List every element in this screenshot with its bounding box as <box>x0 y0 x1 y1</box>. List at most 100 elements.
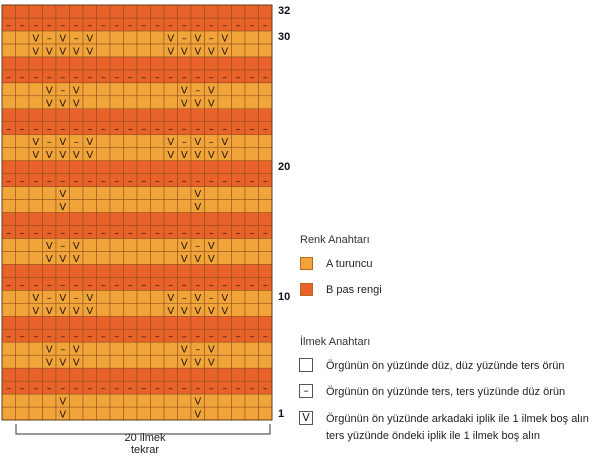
chart-cell <box>96 147 111 161</box>
chart-cell <box>258 134 273 148</box>
slip-stitch-mark: V <box>86 306 93 317</box>
chart-cell <box>96 406 111 421</box>
purl-stitch-mark: – <box>47 280 52 291</box>
purl-stitch-mark: – <box>128 332 133 343</box>
purl-stitch-mark: – <box>87 384 92 395</box>
chart-cell <box>177 406 192 421</box>
purl-symbol-icon: – <box>299 384 313 398</box>
purl-stitch-mark: – <box>60 384 65 395</box>
chart-cell <box>82 160 97 174</box>
chart-cell <box>244 30 259 45</box>
chart-cell <box>136 56 151 71</box>
slip-stitch-mark: V <box>73 98 80 109</box>
slip-stitch-mark: V <box>181 306 188 317</box>
purl-stitch-mark: – <box>249 384 254 395</box>
slip-stitch-mark: V <box>181 150 188 161</box>
slip-stitch-mark: V <box>194 33 201 44</box>
purl-stitch-mark: – <box>249 332 254 343</box>
slip-stitch-mark: V <box>167 137 174 148</box>
chart-cell <box>15 108 30 122</box>
purl-stitch-mark: – <box>155 20 160 31</box>
purl-stitch-mark: – <box>6 176 11 187</box>
chart-cell <box>69 212 84 226</box>
chart-cell <box>150 95 165 109</box>
chart-cell <box>28 199 43 213</box>
chart-cell <box>136 186 151 200</box>
purl-stitch-mark: – <box>128 280 133 291</box>
purl-stitch-mark: – <box>155 72 160 83</box>
chart-cell <box>204 367 219 382</box>
chart-cell <box>136 393 151 408</box>
slip-stitch-mark: V <box>181 241 188 252</box>
chart-cell <box>1 238 16 252</box>
chart-cell <box>1 199 16 213</box>
chart-cell <box>96 354 111 369</box>
chart-cell <box>15 341 30 356</box>
chart-cell <box>28 406 43 421</box>
chart-cell <box>42 212 57 226</box>
purl-stitch-mark: – <box>249 20 254 31</box>
chart-cell <box>1 134 16 148</box>
chart-cell <box>28 238 43 252</box>
chart-cell <box>123 199 138 213</box>
purl-stitch-mark: – <box>33 72 38 83</box>
purl-stitch-mark: – <box>168 176 173 187</box>
chart-cell <box>258 290 273 304</box>
chart-cell <box>69 186 84 200</box>
chart-cell <box>55 4 70 19</box>
slip-stitch-mark: V <box>208 85 215 96</box>
chart-cell <box>231 290 246 304</box>
purl-stitch-mark: – <box>101 72 106 83</box>
slip-stitch-mark: V <box>208 358 215 369</box>
slip-stitch-mark: V <box>194 293 201 304</box>
chart-cell <box>28 251 43 265</box>
slip-stitch-mark: V <box>181 98 188 109</box>
purl-stitch-mark: – <box>209 280 214 291</box>
chart-cell <box>109 406 124 421</box>
chart-cell <box>1 43 16 58</box>
chart-cell <box>150 316 165 330</box>
slip-stitch-mark: V <box>73 358 80 369</box>
purl-stitch-mark: – <box>182 20 187 31</box>
purl-stitch-mark: – <box>168 332 173 343</box>
chart-cell <box>15 316 30 330</box>
purl-stitch-mark: – <box>74 33 79 44</box>
chart-cell <box>150 251 165 265</box>
slip-stitch-mark: V <box>59 137 66 148</box>
chart-cell <box>123 393 138 408</box>
chart-cell <box>150 238 165 252</box>
chart-cell <box>258 147 273 161</box>
chart-cell <box>82 4 97 19</box>
slip-stitch-mark: V <box>194 254 201 265</box>
chart-cell <box>1 316 16 330</box>
purl-stitch-mark: – <box>47 20 52 31</box>
purl-stitch-mark: – <box>209 137 214 148</box>
chart-cell <box>109 290 124 304</box>
slip-stitch-mark: V <box>32 150 39 161</box>
purl-stitch-mark: – <box>6 72 11 83</box>
chart-cell <box>217 316 232 330</box>
chart-cell <box>69 56 84 71</box>
chart-cell <box>150 108 165 122</box>
chart-cell <box>244 341 259 356</box>
chart-cell <box>190 264 205 278</box>
chart-cell <box>177 4 192 19</box>
chart-cell <box>258 367 273 382</box>
chart-cell <box>177 367 192 382</box>
purl-stitch-mark: – <box>236 384 241 395</box>
chart-cell <box>96 264 111 278</box>
chart-cell <box>82 82 97 97</box>
purl-stitch-mark: – <box>87 228 92 239</box>
chart-cell <box>136 147 151 161</box>
purl-stitch-mark: – <box>20 384 25 395</box>
slip-stitch-mark: V <box>46 241 53 252</box>
chart-cell <box>1 406 16 421</box>
chart-cell <box>177 393 192 408</box>
chart-cell <box>28 393 43 408</box>
chart-cell <box>82 199 97 213</box>
purl-stitch-mark: – <box>87 332 92 343</box>
chart-cell <box>217 367 232 382</box>
row-number-1: 1 <box>278 407 285 420</box>
chart-cell <box>244 316 259 330</box>
chart-cell <box>150 290 165 304</box>
